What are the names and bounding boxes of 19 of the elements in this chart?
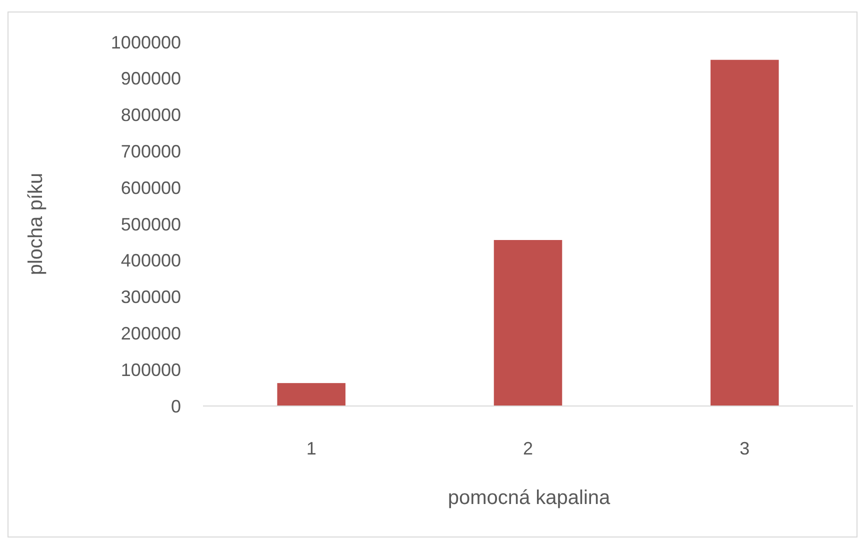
bar: [710, 60, 779, 406]
y-tick-label: 500000: [120, 214, 181, 234]
y-tick-label: 100000: [120, 360, 181, 380]
bar: [277, 383, 346, 406]
x-axis-title: pomocná kapalina: [448, 487, 612, 509]
y-tick-label: 400000: [120, 250, 181, 271]
y-tick-label: 1000000: [110, 32, 181, 52]
x-tick-label: 3: [740, 438, 750, 458]
bar: [494, 240, 562, 406]
y-tick-label: 300000: [120, 287, 181, 308]
y-tick-label: 600000: [120, 178, 181, 198]
x-tick-label: 1: [306, 438, 316, 458]
x-tick-label: 2: [522, 438, 534, 458]
y-tick-label: 200000: [120, 324, 181, 344]
y-tick-label: 700000: [120, 142, 181, 162]
y-tick-label: 800000: [120, 105, 181, 126]
y-axis-title: plocha píku: [25, 172, 47, 276]
y-tick-label: 900000: [120, 68, 181, 89]
y-tick-label: 0: [170, 396, 181, 416]
